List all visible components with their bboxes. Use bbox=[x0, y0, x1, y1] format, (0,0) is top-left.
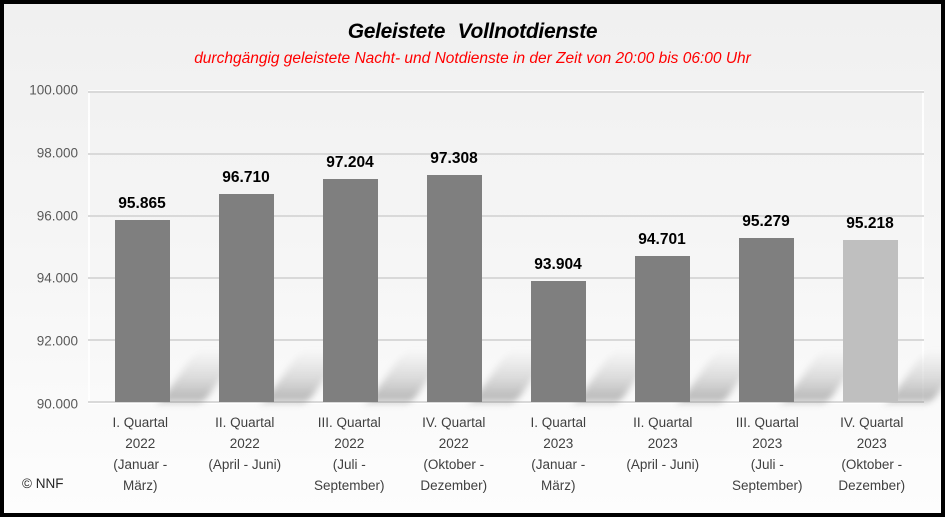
bar-quarter-5: 93.904 bbox=[530, 256, 586, 402]
bar-column: 94.701 bbox=[610, 92, 714, 402]
x-axis-category-label: IV. Quartal 2022 (Oktober - Dezember) bbox=[420, 415, 488, 493]
y-axis: 90.000 92.000 94.000 96.000 98.000 100.000 bbox=[4, 83, 78, 412]
bar-quarter-7: 95.279 bbox=[738, 213, 794, 402]
x-axis-category-label: III. Quartal 2022 (Juli - September) bbox=[313, 415, 385, 493]
chart-subtitle: durchgängig geleistete Nacht- und Notdie… bbox=[194, 50, 751, 67]
y-axis-tick-label: 98.000 bbox=[36, 145, 78, 161]
bar-quarter-2: 96.710 bbox=[218, 169, 274, 402]
bars-row: 95.865 96.710 97.204 97.308 93.904 94.701 95.2… bbox=[90, 92, 922, 402]
x-axis: I. Quartal 2022 (Januar - März) II. Quart… bbox=[88, 412, 924, 496]
bar-quarter-8: 95.218 bbox=[842, 215, 898, 402]
y-axis-tick-label: 90.000 bbox=[36, 396, 78, 412]
gridline bbox=[88, 401, 924, 403]
bar-value-label: 97.308 bbox=[430, 150, 478, 168]
bar-value-label: 96.710 bbox=[222, 169, 270, 186]
bar-value-label: 97.204 bbox=[326, 153, 374, 171]
bar-column: 96.710 bbox=[194, 92, 298, 402]
y-axis-tick-label: 92.000 bbox=[36, 333, 78, 349]
y-axis-tick-label: 94.000 bbox=[36, 270, 78, 286]
bar-column: 93.904 bbox=[506, 92, 610, 402]
x-axis-category-label: III. Quartal 2023 (Juli - September) bbox=[731, 415, 803, 493]
bar-value-label: 93.904 bbox=[534, 255, 582, 273]
x-axis-category-label: I. Quartal 2023 (Januar - März) bbox=[530, 415, 587, 493]
bar-column: 97.308 bbox=[402, 92, 506, 402]
x-axis-category-label: II. Quartal 2023 (April - Juni) bbox=[626, 415, 700, 472]
bar-column: 95.865 bbox=[90, 92, 194, 402]
y-axis-tick-label: 100.000 bbox=[29, 82, 78, 98]
copyright-label: © NNF bbox=[22, 476, 64, 491]
gridline bbox=[88, 91, 924, 93]
bar-column: 95.279 bbox=[714, 92, 818, 402]
chart-title: Geleistete Vollnotdienste bbox=[347, 20, 598, 43]
gridline bbox=[88, 277, 924, 279]
y-axis-tick-label: 96.000 bbox=[36, 208, 78, 224]
gridline bbox=[88, 339, 924, 341]
bar-quarter-6: 94.701 bbox=[634, 231, 690, 402]
bar-column: 95.218 bbox=[818, 92, 922, 402]
bar-quarter-4: 97.308 bbox=[426, 150, 482, 402]
x-axis-category-label: I. Quartal 2022 (Januar - März) bbox=[112, 415, 169, 493]
bar-value-label: 95.218 bbox=[846, 215, 894, 233]
gridline bbox=[88, 153, 924, 155]
x-axis-category-label: II. Quartal 2022 (April - Juni) bbox=[208, 415, 282, 472]
bar-quarter-1: 95.865 bbox=[114, 195, 170, 402]
x-axis-category-label: IV. Quartal 2023 (Oktober - Dezember) bbox=[838, 415, 906, 493]
bar-value-label: 94.701 bbox=[638, 231, 686, 249]
bar-value-label: 95.865 bbox=[118, 195, 166, 213]
gridline bbox=[88, 215, 924, 217]
bar-column: 97.204 bbox=[298, 92, 402, 402]
bar-value-label: 95.279 bbox=[742, 213, 790, 231]
bar-quarter-3: 97.204 bbox=[322, 154, 378, 402]
plot-area: 95.865 96.710 97.204 97.308 93.904 94.701 95.2… bbox=[88, 90, 924, 404]
